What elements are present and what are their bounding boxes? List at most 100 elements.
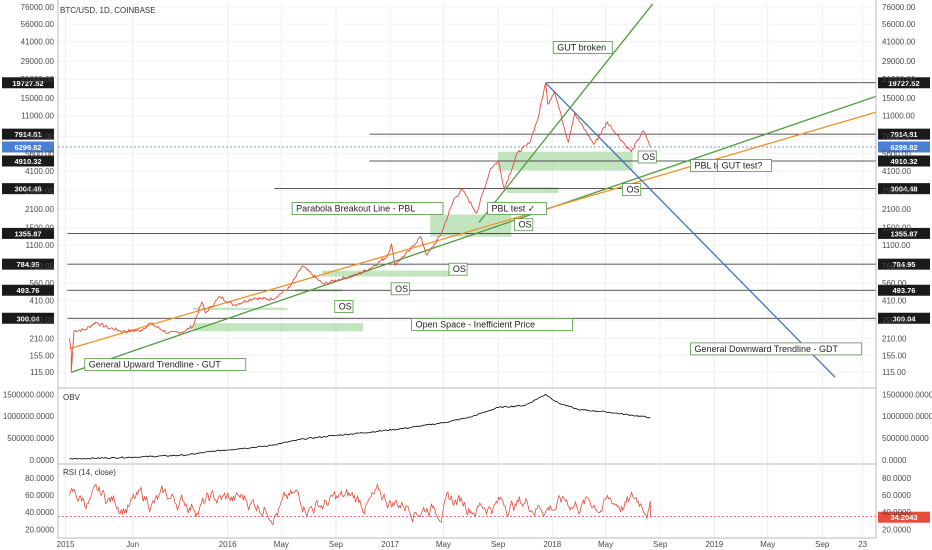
level-label-left: 3004.48 [14, 185, 41, 194]
price-tick-left: 115.00 [30, 368, 54, 377]
price-tick-left: 5600.00 [25, 150, 54, 159]
price-tick-right: 2100.00 [882, 205, 911, 214]
chart-title: BTC/USD, 1D, COINBASE [60, 6, 156, 15]
obv-tick-left: 1500000.0000 [3, 390, 55, 399]
price-tick-left: 2100.00 [25, 205, 54, 214]
level-label-left: 1355.87 [14, 229, 41, 238]
price-tick-right: 760.00 [882, 262, 907, 271]
level-badge-right [878, 284, 930, 296]
open-space-zone [322, 270, 450, 277]
annotation-label: OS [339, 302, 352, 312]
level-label-right: 4910.32 [890, 157, 917, 166]
price-tick-left: 76000.00 [21, 3, 55, 12]
level-label-left: 4910.32 [14, 157, 41, 166]
level-label-left: 300.04 [17, 314, 41, 323]
rsi-current-label: 34.2043 [890, 513, 917, 522]
x-tick-label: May [598, 540, 613, 549]
x-tick-label: May [436, 540, 451, 549]
price-tick-right: 115.00 [882, 368, 906, 377]
price-tick-right: 560.00 [882, 279, 907, 288]
annotation-label: OS [627, 185, 640, 195]
annotation-box [622, 183, 642, 197]
price-tick-right: 29000.00 [882, 57, 916, 66]
annotation-box [690, 342, 863, 356]
price-tick-left: 15000.00 [21, 94, 55, 103]
price-tick-left: 41000.00 [21, 38, 55, 47]
level-badge-left [2, 155, 54, 167]
x-tick-label: 2019 [705, 540, 723, 549]
obv-tick-right: 1000000.0000 [882, 412, 932, 421]
x-tick-label: Sep [491, 540, 506, 549]
level-badge-left [2, 312, 54, 324]
price-tick-left: 760.00 [30, 262, 55, 271]
x-tick-label: Sep [815, 540, 830, 549]
annotation-label: OS [519, 220, 532, 230]
x-tick-label: Sep [329, 540, 344, 549]
annotation-label: OS [395, 284, 408, 294]
rsi-line [69, 483, 651, 526]
price-tick-right: 7600.00 [882, 132, 911, 141]
level-label-left: 19727.52 [12, 79, 43, 88]
annotation-box [84, 358, 247, 371]
price-tick-left: 155.00 [30, 351, 55, 360]
rsi-tick-left: 80.0000 [25, 474, 54, 483]
x-tick-label: May [274, 540, 289, 549]
open-space-zone [193, 323, 364, 332]
annotation-box [637, 150, 657, 164]
x-tick-label: Jun [126, 540, 139, 549]
price-tick-left: 560.00 [30, 279, 55, 288]
price-tick-left: 410.00 [30, 297, 55, 306]
obv-line [69, 393, 651, 460]
level-label-right: 19727.52 [888, 79, 919, 88]
current-price-badge-right [878, 141, 930, 153]
price-tick-right: 5600.00 [882, 150, 911, 159]
level-badge-left [2, 227, 54, 239]
rsi-current-badge [878, 511, 930, 523]
price-tick-left: 56000.00 [21, 20, 55, 29]
price-tick-left: 210.00 [30, 334, 55, 343]
annotation-label: GUT broken [557, 43, 606, 53]
obv-tick-left: 500000.0000 [7, 434, 54, 443]
price-tick-right: 41000.00 [882, 38, 916, 47]
price-tick-right: 410.00 [882, 297, 907, 306]
level-badge-left [2, 128, 54, 140]
price-tick-right: 11000.00 [882, 112, 915, 121]
price-tick-left: 11000.00 [21, 112, 54, 121]
level-label-right: 7914.81 [890, 130, 917, 139]
price-tick-right: 76000.00 [882, 3, 916, 12]
price-tick-left: 7600.00 [25, 132, 54, 141]
annotation-label: GUT test? [722, 160, 763, 170]
obv-tick-right: 500000.0000 [882, 434, 929, 443]
annotation-box [487, 202, 547, 215]
level-badge-right [878, 128, 930, 140]
level-badge-right [878, 258, 930, 270]
level-badge-right [878, 183, 930, 195]
annotation-label: OS [642, 152, 655, 162]
level-badge-right [878, 227, 930, 239]
price-tick-right: 56000.00 [882, 20, 916, 29]
price-series-line [69, 82, 651, 373]
level-label-right: 1355.87 [890, 229, 917, 238]
x-tick-label: 23 [858, 540, 867, 549]
annotation-box [334, 300, 354, 313]
level-label-right: 784.95 [893, 260, 916, 269]
price-tick-right: 1100.00 [882, 241, 911, 250]
level-label-right: 493.76 [893, 286, 916, 295]
current-price-badge-left [2, 141, 54, 153]
level-label-right: 3004.48 [890, 185, 917, 194]
obv-tick-left: 0.0000 [30, 456, 55, 465]
annotation-box [390, 282, 410, 296]
annotation-label: Parabola Breakout Line - PBL [296, 204, 415, 214]
price-tick-left: 290.00 [30, 316, 55, 325]
obv-tick-right: 0.0000 [882, 456, 907, 465]
open-space-zone [506, 187, 559, 194]
level-badge-right [878, 77, 930, 89]
obv-tick-left: 1000000.0000 [3, 412, 55, 421]
x-tick-label: 2018 [543, 540, 561, 549]
x-tick-label: Sep [653, 540, 668, 549]
price-tick-right: 290.00 [882, 316, 907, 325]
annotation-label: General Upward Trendline - GUT [89, 360, 222, 370]
annotation-box [717, 159, 772, 172]
annotation-box [291, 202, 444, 215]
